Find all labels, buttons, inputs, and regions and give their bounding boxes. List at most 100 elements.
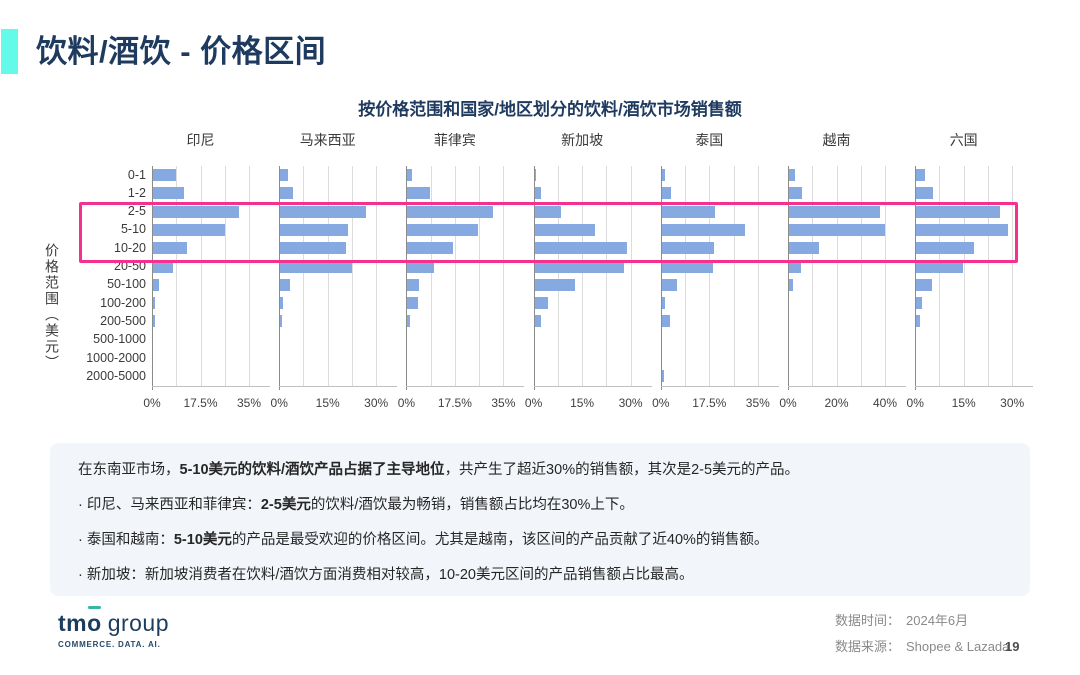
insight-line: · 印尼、马来西亚和菲律宾：2-5美元的饮料/酒饮最为畅销，销售额占比均在30%… [78,497,634,513]
x-tick-label: 15% [570,396,595,410]
bar [407,315,410,328]
bar [916,260,963,273]
bar [916,205,1000,218]
bar [789,242,820,255]
x-tick-label: 30% [618,396,643,410]
category-label: 2000-5000 [86,368,146,383]
data-time: 数据时间： 2024年6月 [835,613,969,628]
gridline [503,166,505,386]
x-tick-label: 35% [745,396,770,410]
bar [534,205,562,218]
bar [407,278,420,291]
bar [916,223,1008,236]
axis-spine [152,385,270,387]
bar [789,205,881,218]
logo-wordmark: tmo group [58,606,170,636]
category-label: 0-1 [127,167,146,182]
bar [661,297,666,310]
bar [280,278,290,291]
x-tick-label: 0% [397,396,416,410]
bar [916,242,975,255]
bar [534,278,575,291]
bar [153,315,155,328]
highlight-box [79,202,1018,263]
bar [407,223,478,236]
gridline [885,166,886,386]
bar [916,297,923,310]
axis-line [915,166,917,390]
bar [534,260,624,273]
gridline [376,166,378,386]
y-axis-title: 价格范围（美元） [44,243,60,371]
panel-header-philippines: 菲律宾 [433,132,476,148]
bar [789,187,802,200]
bar [280,223,348,236]
gridline [939,166,941,386]
axis-spine [279,385,398,387]
gridline [860,166,862,386]
x-tick-label: 35% [236,396,262,410]
page-number: 19 [1005,639,1020,654]
gridline [303,166,305,386]
bar [280,260,352,273]
x-tick-label: 30% [364,396,389,410]
bar [280,297,283,310]
gridline [836,166,838,386]
gridline [176,166,178,386]
bar [789,223,886,236]
gridline [224,166,226,386]
axis-line [406,166,408,390]
x-tick-label: 0% [270,396,288,410]
bar [153,223,226,236]
x-tick-label: 35% [491,396,516,410]
bar [661,187,672,200]
panel-header-thailand: 泰国 [695,132,724,148]
category-label: 1000-2000 [86,350,146,365]
bar [661,223,746,236]
gridline [327,166,329,386]
gridline [733,166,735,386]
bar [280,169,288,181]
category-label: 5-10 [120,222,146,237]
bar [407,169,413,181]
bar [407,187,430,200]
panel-header-malaysia: 马来西亚 [299,132,356,148]
x-tick-label: 17.5% [437,396,472,410]
x-tick-label: 0% [906,396,924,410]
axis-spine [660,385,779,387]
bar [280,187,293,200]
bar [661,205,715,218]
tmo-group-logo: tmo group COMMERCE. DATA. AI. [58,606,170,649]
bar [407,297,419,310]
panel-header-indonesia: 印尼 [186,132,215,148]
gridline [557,166,559,386]
bar [534,169,537,181]
bar [407,242,454,255]
bar [534,223,596,236]
x-tick-label: 30% [1000,396,1025,410]
bar [280,205,366,218]
gridline [606,166,608,386]
logo-o-accent: o [87,606,102,636]
axis-line [152,166,153,390]
x-tick-label: 0% [524,396,543,410]
logo-tagline: COMMERCE. DATA. AI. [58,640,161,649]
gridline [430,166,432,386]
category-label: 50-100 [107,277,146,292]
category-label: 200-500 [100,313,146,328]
x-tick-label: 17.5% [183,396,218,410]
axis-spine [533,385,652,387]
bar [661,370,664,383]
x-tick-label: 15% [315,396,340,410]
x-tick-label: 40% [872,396,898,410]
axis-spine [406,385,525,387]
category-label: 500-1000 [93,332,146,347]
bar [407,260,434,273]
axis-line [660,166,662,390]
bar [153,260,173,273]
axis-line [533,166,535,390]
bar [534,187,541,200]
bar [916,169,925,181]
bar [661,242,714,255]
